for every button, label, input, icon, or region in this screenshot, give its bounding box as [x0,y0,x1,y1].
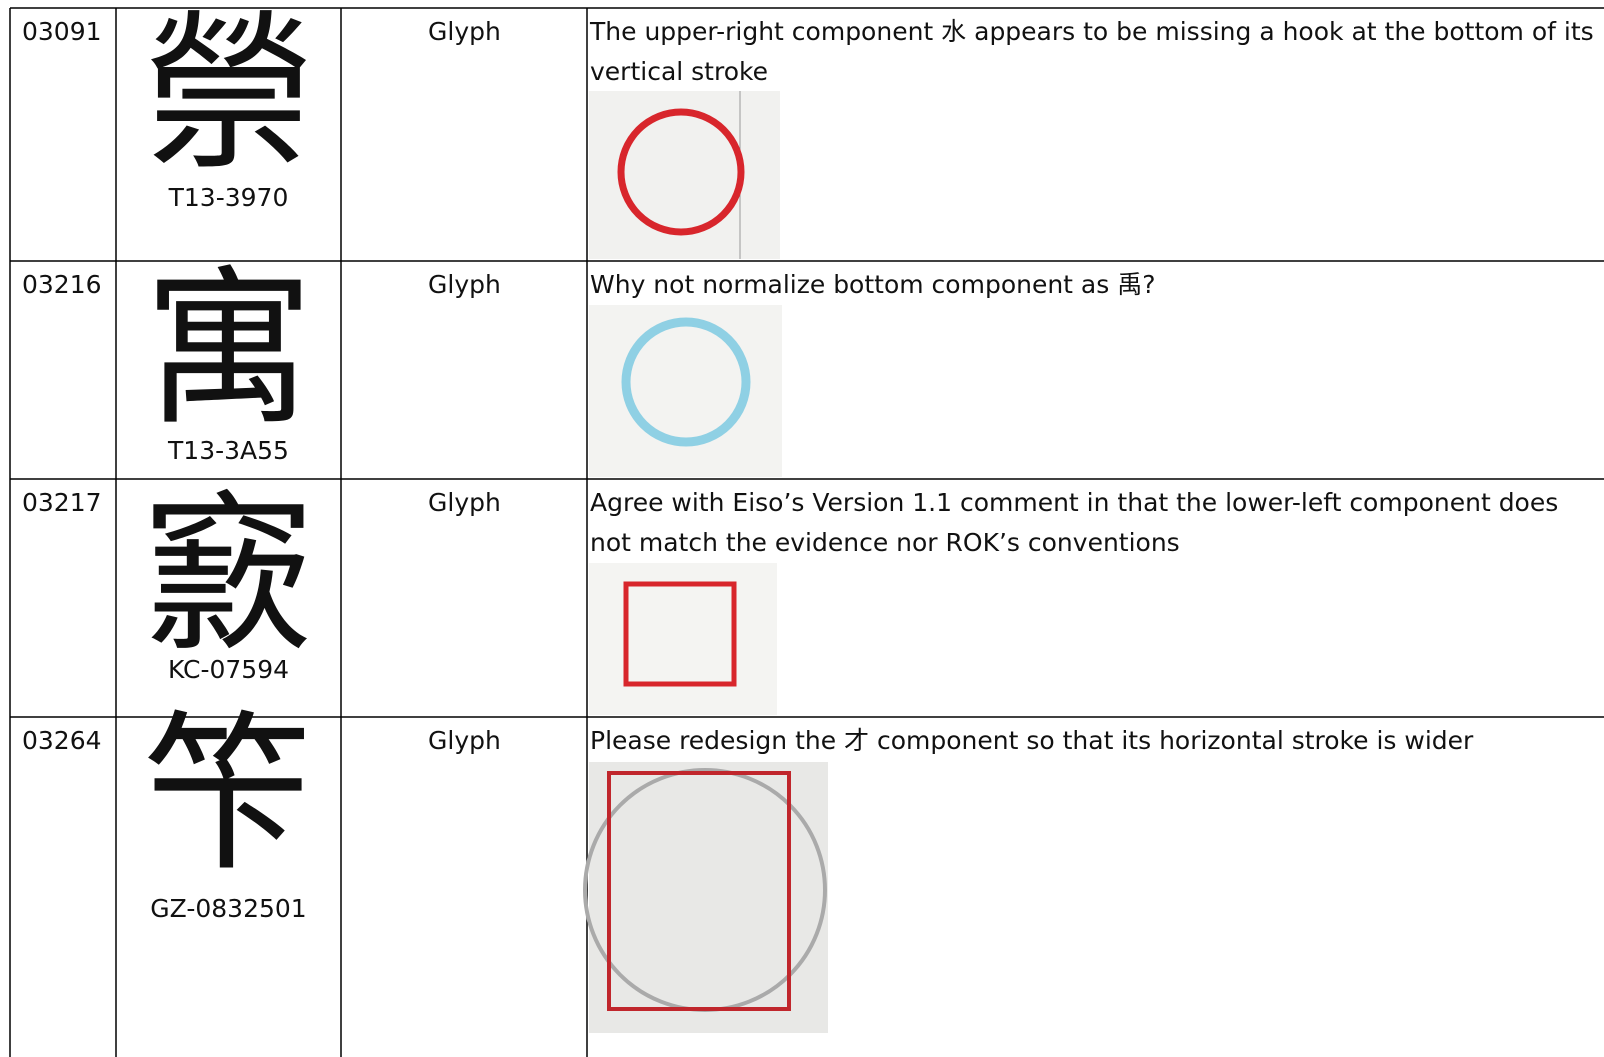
source-id: T13-3A55 [168,436,289,465]
glyph: 禜 [143,0,314,194]
evidence-image [589,305,782,477]
sequence-number: 03217 [22,488,102,517]
sequence-number: 03216 [22,270,102,299]
comment-type: Glyph [428,17,501,46]
glyph: 寓 [143,251,314,449]
comment-type: Glyph [428,488,501,517]
source-id: T13-3970 [168,183,289,212]
comment-type: Glyph [428,726,501,755]
source-id: KC-07594 [167,655,290,684]
glyph: 窾 [143,478,314,676]
comment-text: The upper-right component 水 appears to b… [590,17,1594,86]
sequence-number: 03264 [22,726,102,755]
evidence-image [589,91,780,259]
sequence-number: 03091 [22,17,102,46]
evidence-image [589,563,777,715]
evidence-image [583,762,828,1033]
comment-type: Glyph [428,270,501,299]
comment-text: Why not normalize bottom component as 禹? [590,270,1156,299]
comment-text: Please redesign the 才 component so that … [590,726,1474,755]
source-id: GZ-0832501 [150,894,307,923]
comment-text: Agree with Eiso’s Version 1.1 comment in… [590,488,1559,557]
glyph: 笇 [143,696,314,894]
